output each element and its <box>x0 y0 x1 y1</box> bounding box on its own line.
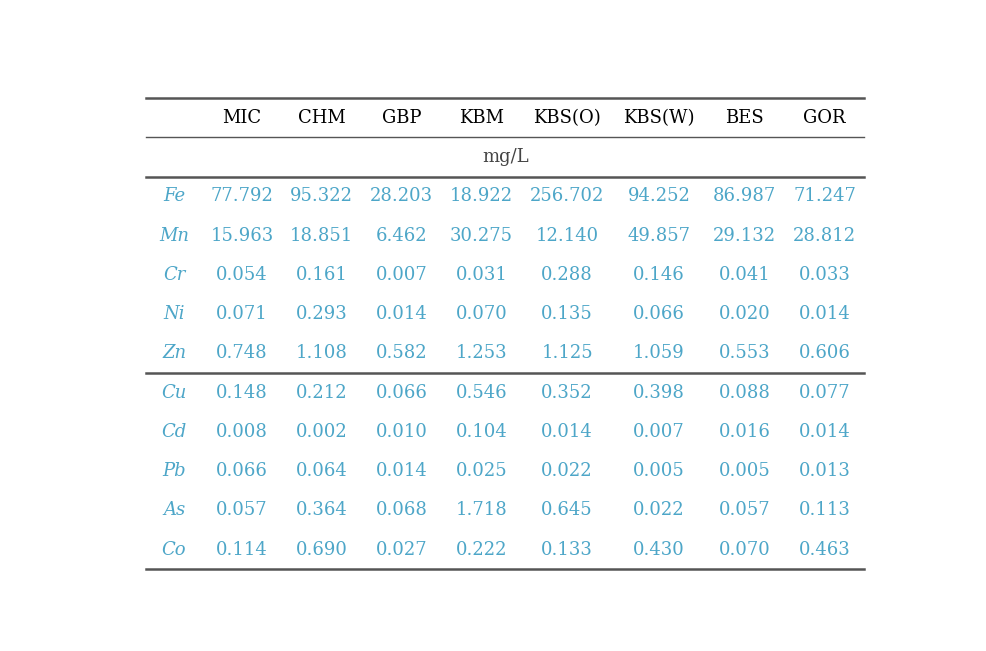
Text: 0.033: 0.033 <box>799 266 851 284</box>
Text: mg/L: mg/L <box>482 148 528 166</box>
Text: Cd: Cd <box>162 423 186 441</box>
Text: 94.252: 94.252 <box>627 187 690 205</box>
Text: KBS(W): KBS(W) <box>623 109 695 127</box>
Text: 0.077: 0.077 <box>799 383 850 402</box>
Text: 0.222: 0.222 <box>456 541 507 559</box>
Text: 30.275: 30.275 <box>450 227 513 245</box>
Text: 1.253: 1.253 <box>456 344 507 363</box>
Text: 0.025: 0.025 <box>456 462 507 480</box>
Text: 256.702: 256.702 <box>530 187 604 205</box>
Text: 18.851: 18.851 <box>290 227 353 245</box>
Text: 0.031: 0.031 <box>456 266 508 284</box>
Text: Mn: Mn <box>159 227 189 245</box>
Text: 0.133: 0.133 <box>541 541 594 559</box>
Text: KBM: KBM <box>458 109 504 127</box>
Text: 0.014: 0.014 <box>376 462 428 480</box>
Text: Ni: Ni <box>164 305 184 323</box>
Text: 15.963: 15.963 <box>210 227 273 245</box>
Text: 12.140: 12.140 <box>535 227 599 245</box>
Text: Cr: Cr <box>163 266 185 284</box>
Text: Co: Co <box>162 541 186 559</box>
Text: 0.066: 0.066 <box>633 305 685 323</box>
Text: 0.212: 0.212 <box>296 383 348 402</box>
Text: 0.010: 0.010 <box>376 423 428 441</box>
Text: 0.016: 0.016 <box>719 423 771 441</box>
Text: 1.059: 1.059 <box>633 344 685 363</box>
Text: 0.546: 0.546 <box>456 383 507 402</box>
Text: 0.430: 0.430 <box>633 541 685 559</box>
Text: MIC: MIC <box>223 109 261 127</box>
Text: 6.462: 6.462 <box>376 227 427 245</box>
Text: 0.054: 0.054 <box>216 266 268 284</box>
Text: 0.068: 0.068 <box>376 501 428 519</box>
Text: 0.007: 0.007 <box>376 266 428 284</box>
Text: 0.027: 0.027 <box>376 541 427 559</box>
Text: 1.125: 1.125 <box>541 344 593 363</box>
Text: KBS(O): KBS(O) <box>533 109 601 127</box>
Text: 0.041: 0.041 <box>719 266 771 284</box>
Text: 0.352: 0.352 <box>541 383 593 402</box>
Text: 95.322: 95.322 <box>290 187 353 205</box>
Text: 0.008: 0.008 <box>216 423 268 441</box>
Text: 0.135: 0.135 <box>541 305 593 323</box>
Text: 0.114: 0.114 <box>216 541 268 559</box>
Text: 0.748: 0.748 <box>216 344 268 363</box>
Text: 0.013: 0.013 <box>799 462 851 480</box>
Text: Fe: Fe <box>163 187 185 205</box>
Text: 0.022: 0.022 <box>633 501 684 519</box>
Text: 0.014: 0.014 <box>799 423 851 441</box>
Text: 0.070: 0.070 <box>456 305 507 323</box>
Text: 28.812: 28.812 <box>793 227 856 245</box>
Text: 0.007: 0.007 <box>633 423 685 441</box>
Text: 0.071: 0.071 <box>216 305 268 323</box>
Text: 0.582: 0.582 <box>376 344 427 363</box>
Text: 0.066: 0.066 <box>376 383 428 402</box>
Text: 0.064: 0.064 <box>296 462 348 480</box>
Text: 0.161: 0.161 <box>296 266 348 284</box>
Text: 0.014: 0.014 <box>799 305 851 323</box>
Text: 0.606: 0.606 <box>799 344 851 363</box>
Text: 71.247: 71.247 <box>793 187 856 205</box>
Text: 0.463: 0.463 <box>799 541 851 559</box>
Text: 0.364: 0.364 <box>296 501 348 519</box>
Text: 0.148: 0.148 <box>216 383 268 402</box>
Text: BES: BES <box>726 109 764 127</box>
Text: 0.020: 0.020 <box>719 305 771 323</box>
Text: 0.104: 0.104 <box>456 423 507 441</box>
Text: As: As <box>163 501 185 519</box>
Text: 0.293: 0.293 <box>296 305 348 323</box>
Text: 0.113: 0.113 <box>799 501 851 519</box>
Text: 86.987: 86.987 <box>713 187 776 205</box>
Text: 0.002: 0.002 <box>296 423 348 441</box>
Text: 18.922: 18.922 <box>450 187 513 205</box>
Text: 1.718: 1.718 <box>456 501 507 519</box>
Text: 0.005: 0.005 <box>633 462 685 480</box>
Text: 0.057: 0.057 <box>216 501 268 519</box>
Text: 0.146: 0.146 <box>633 266 685 284</box>
Text: 0.022: 0.022 <box>541 462 593 480</box>
Text: 0.690: 0.690 <box>296 541 348 559</box>
Text: GBP: GBP <box>382 109 421 127</box>
Text: Pb: Pb <box>163 462 186 480</box>
Text: 77.792: 77.792 <box>210 187 273 205</box>
Text: GOR: GOR <box>804 109 846 127</box>
Text: 29.132: 29.132 <box>713 227 776 245</box>
Text: 0.088: 0.088 <box>719 383 771 402</box>
Text: 0.014: 0.014 <box>541 423 593 441</box>
Text: 0.005: 0.005 <box>719 462 771 480</box>
Text: 0.057: 0.057 <box>719 501 771 519</box>
Text: 0.288: 0.288 <box>541 266 593 284</box>
Text: 0.398: 0.398 <box>633 383 685 402</box>
Text: 0.645: 0.645 <box>541 501 593 519</box>
Text: 0.014: 0.014 <box>376 305 428 323</box>
Text: 0.070: 0.070 <box>719 541 771 559</box>
Text: 49.857: 49.857 <box>627 227 690 245</box>
Text: 0.553: 0.553 <box>719 344 771 363</box>
Text: Cu: Cu <box>162 383 186 402</box>
Text: Zn: Zn <box>162 344 186 363</box>
Text: 1.108: 1.108 <box>296 344 348 363</box>
Text: 28.203: 28.203 <box>370 187 433 205</box>
Text: CHM: CHM <box>298 109 346 127</box>
Text: 0.066: 0.066 <box>216 462 268 480</box>
